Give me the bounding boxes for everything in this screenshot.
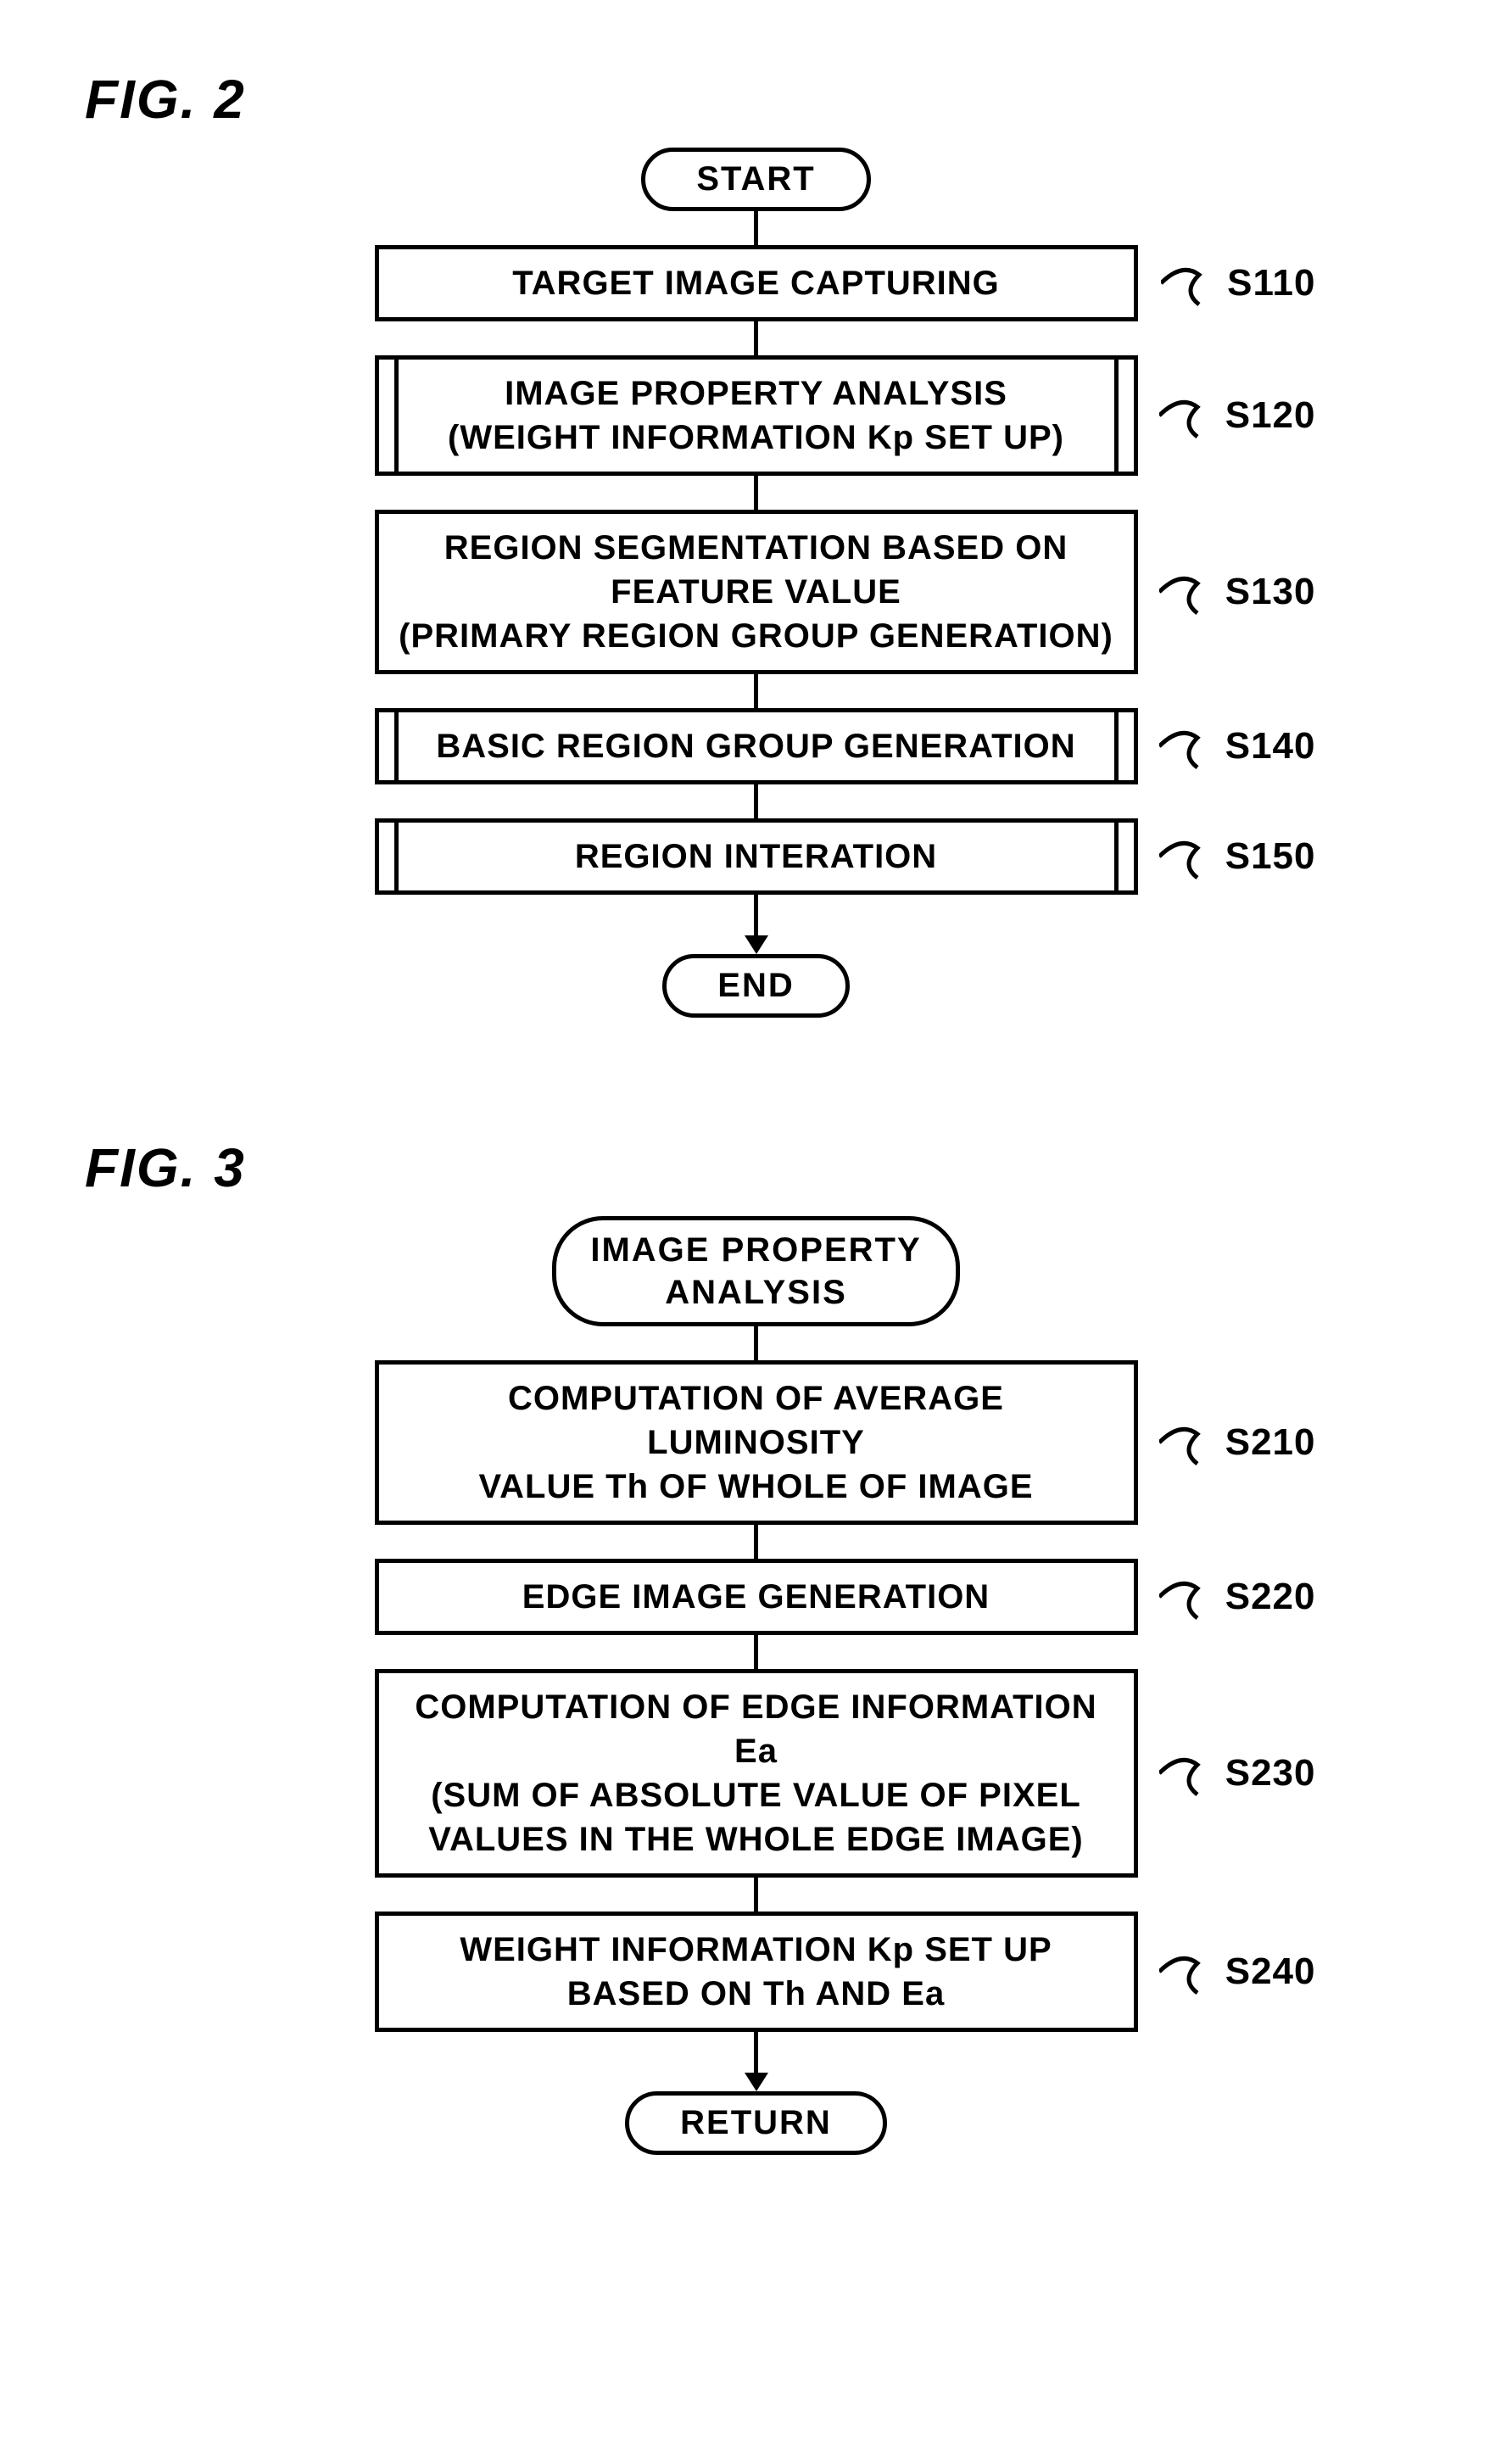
step-text: COMPUTATION OF AVERAGE LUMINOSITY bbox=[508, 1380, 1004, 1461]
fig3-step-s210-row: COMPUTATION OF AVERAGE LUMINOSITY VALUE … bbox=[375, 1360, 1138, 1525]
step-text: COMPUTATION OF EDGE INFORMATION Ea bbox=[415, 1688, 1096, 1770]
step-text: BASIC REGION GROUP GENERATION bbox=[436, 728, 1075, 765]
step-label: S120 bbox=[1225, 394, 1316, 437]
step-text: VALUE Th OF WHOLE OF IMAGE bbox=[396, 1465, 1117, 1509]
fig2-step-s150-row: REGION INTERATION S150 bbox=[375, 818, 1138, 895]
step-label: S150 bbox=[1225, 835, 1316, 878]
step-label: S220 bbox=[1225, 1576, 1316, 1618]
fig2-start-terminator: START bbox=[641, 148, 870, 211]
figure-3-title: FIG. 3 bbox=[85, 1136, 1427, 1199]
fig3-step-s230: COMPUTATION OF EDGE INFORMATION Ea (SUM … bbox=[375, 1669, 1138, 1878]
connector bbox=[754, 476, 758, 510]
step-label: S210 bbox=[1225, 1421, 1316, 1464]
fig3-step-s240: WEIGHT INFORMATION Kp SET UP BASED ON Th… bbox=[375, 1912, 1138, 2032]
step-label-curve: S150 bbox=[1159, 831, 1316, 882]
arrowhead-icon bbox=[745, 2073, 768, 2091]
terminator-text: ANALYSIS bbox=[665, 1274, 847, 1311]
fig3-step-s220: EDGE IMAGE GENERATION bbox=[375, 1559, 1138, 1635]
arrowhead-icon bbox=[745, 935, 768, 954]
curve-icon bbox=[1159, 1748, 1219, 1799]
terminator-text: IMAGE PROPERTY bbox=[590, 1231, 921, 1269]
step-text: WEIGHT INFORMATION Kp SET UP bbox=[460, 1931, 1052, 1968]
fig2-step-s120: IMAGE PROPERTY ANALYSIS (WEIGHT INFORMAT… bbox=[375, 355, 1138, 476]
connector bbox=[754, 211, 758, 245]
fig3-step-s220-row: EDGE IMAGE GENERATION S220 bbox=[375, 1559, 1138, 1635]
curve-icon bbox=[1159, 831, 1219, 882]
connector bbox=[754, 1635, 758, 1669]
fig3-step-s230-row: COMPUTATION OF EDGE INFORMATION Ea (SUM … bbox=[375, 1669, 1138, 1878]
step-label: S130 bbox=[1225, 571, 1316, 613]
fig3-step-s210: COMPUTATION OF AVERAGE LUMINOSITY VALUE … bbox=[375, 1360, 1138, 1525]
step-text: REGION SEGMENTATION BASED ON bbox=[444, 529, 1068, 566]
connector bbox=[754, 321, 758, 355]
figure-2-title: FIG. 2 bbox=[85, 68, 1427, 131]
step-text: BASED ON Th AND Ea bbox=[396, 1972, 1117, 2016]
connector bbox=[754, 1326, 758, 1360]
step-label: S230 bbox=[1225, 1752, 1316, 1794]
step-label-curve: S110 bbox=[1161, 258, 1315, 309]
step-label-curve: S120 bbox=[1159, 390, 1316, 441]
curve-icon bbox=[1159, 1417, 1219, 1468]
step-text: FEATURE VALUE bbox=[396, 570, 1117, 614]
fig2-step-s120-row: IMAGE PROPERTY ANALYSIS (WEIGHT INFORMAT… bbox=[375, 355, 1138, 476]
fig2-step-s130: REGION SEGMENTATION BASED ON FEATURE VAL… bbox=[375, 510, 1138, 674]
curve-icon bbox=[1159, 1571, 1219, 1622]
connector bbox=[754, 1878, 758, 1912]
step-label-curve: S140 bbox=[1159, 721, 1316, 772]
figure-3-flowchart: IMAGE PROPERTY ANALYSIS COMPUTATION OF A… bbox=[85, 1216, 1427, 2155]
fig2-step-s110-row: TARGET IMAGE CAPTURING S110 bbox=[375, 245, 1138, 321]
fig3-step-s240-row: WEIGHT INFORMATION Kp SET UP BASED ON Th… bbox=[375, 1912, 1138, 2032]
step-label-curve: S230 bbox=[1159, 1748, 1316, 1799]
fig2-end-terminator: END bbox=[662, 954, 849, 1018]
step-text: TARGET IMAGE CAPTURING bbox=[512, 265, 1000, 302]
step-label: S140 bbox=[1225, 725, 1316, 767]
curve-icon bbox=[1161, 258, 1220, 309]
step-label-curve: S240 bbox=[1159, 1946, 1316, 1997]
figure-2-flowchart: START TARGET IMAGE CAPTURING S110 IMAGE … bbox=[85, 148, 1427, 1018]
connector bbox=[754, 674, 758, 708]
step-text: (WEIGHT INFORMATION Kp SET UP) bbox=[396, 416, 1117, 460]
connector bbox=[754, 784, 758, 818]
fig2-step-s130-row: REGION SEGMENTATION BASED ON FEATURE VAL… bbox=[375, 510, 1138, 674]
step-text: VALUES IN THE WHOLE EDGE IMAGE) bbox=[396, 1817, 1117, 1861]
curve-icon bbox=[1159, 1946, 1219, 1997]
curve-icon bbox=[1159, 390, 1219, 441]
connector bbox=[754, 2032, 758, 2074]
fig3-start-terminator: IMAGE PROPERTY ANALYSIS bbox=[552, 1216, 959, 1326]
fig2-step-s110: TARGET IMAGE CAPTURING bbox=[375, 245, 1138, 321]
connector bbox=[754, 1525, 758, 1559]
step-label-curve: S130 bbox=[1159, 566, 1316, 617]
step-text: REGION INTERATION bbox=[575, 838, 937, 875]
step-label: S240 bbox=[1225, 1951, 1316, 1993]
curve-icon bbox=[1159, 721, 1219, 772]
fig2-step-s150: REGION INTERATION bbox=[375, 818, 1138, 895]
connector bbox=[754, 895, 758, 937]
curve-icon bbox=[1159, 566, 1219, 617]
step-text: (SUM OF ABSOLUTE VALUE OF PIXEL bbox=[396, 1773, 1117, 1817]
step-text: EDGE IMAGE GENERATION bbox=[522, 1578, 990, 1616]
fig3-end-terminator: RETURN bbox=[625, 2091, 887, 2155]
fig2-step-s140-row: BASIC REGION GROUP GENERATION S140 bbox=[375, 708, 1138, 784]
step-label: S110 bbox=[1227, 262, 1315, 304]
step-text: IMAGE PROPERTY ANALYSIS bbox=[505, 375, 1007, 412]
step-text: (PRIMARY REGION GROUP GENERATION) bbox=[396, 614, 1117, 658]
fig2-step-s140: BASIC REGION GROUP GENERATION bbox=[375, 708, 1138, 784]
step-label-curve: S220 bbox=[1159, 1571, 1316, 1622]
step-label-curve: S210 bbox=[1159, 1417, 1316, 1468]
